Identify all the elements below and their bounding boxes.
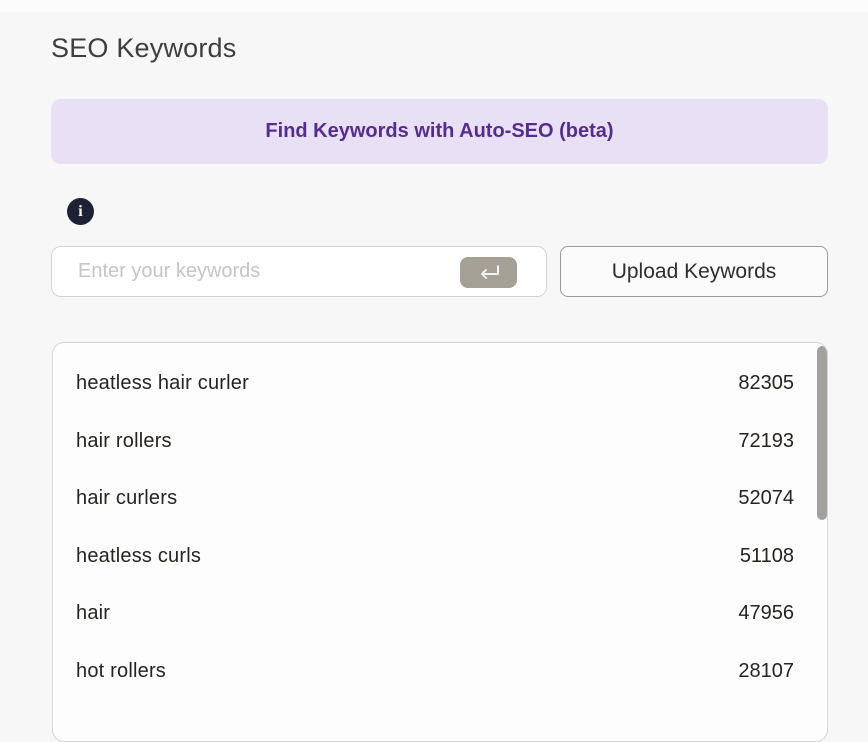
keyword-volume: 51108 bbox=[739, 544, 794, 567]
keyword-term: hair bbox=[76, 602, 111, 625]
info-icon[interactable]: i bbox=[67, 198, 94, 225]
keyword-volume: 28107 bbox=[738, 659, 794, 682]
keyword-volume: 47956 bbox=[738, 602, 794, 625]
keyword-volume: 72193 bbox=[738, 429, 794, 452]
keyword-row[interactable]: heatless curls 51108 bbox=[53, 528, 827, 586]
top-band bbox=[0, 0, 868, 12]
keyword-term: heatless hair curler bbox=[76, 372, 249, 395]
upload-keywords-button[interactable]: Upload Keywords bbox=[560, 246, 828, 297]
keyword-term: hair rollers bbox=[76, 429, 172, 452]
info-icon-glyph: i bbox=[78, 202, 83, 220]
keyword-row[interactable]: hair 47956 bbox=[53, 585, 827, 643]
keyword-term: hair curlers bbox=[76, 487, 178, 510]
keyword-row[interactable]: heatless hair curler 82305 bbox=[53, 355, 827, 413]
keyword-row[interactable]: hair rollers 72193 bbox=[53, 413, 827, 471]
page-title: SEO Keywords bbox=[51, 33, 237, 63]
list-scrollbar[interactable] bbox=[817, 346, 827, 520]
keyword-list: heatless hair curler 82305 hair rollers … bbox=[52, 342, 828, 742]
keyword-input-wrap bbox=[51, 246, 547, 297]
auto-seo-banner-button[interactable]: Find Keywords with Auto-SEO (beta) bbox=[51, 99, 828, 164]
keyword-term: hot rollers bbox=[76, 659, 167, 682]
keyword-volume: 52074 bbox=[738, 487, 794, 510]
submit-keyword-button[interactable] bbox=[460, 257, 517, 288]
enter-key-icon bbox=[480, 265, 499, 279]
keyword-term: heatless curls bbox=[76, 544, 202, 567]
keyword-row[interactable]: hair curlers 52074 bbox=[53, 470, 827, 528]
keyword-row[interactable]: hot rollers 28107 bbox=[53, 643, 827, 701]
auto-seo-banner-label: Find Keywords with Auto-SEO (beta) bbox=[265, 120, 614, 142]
keyword-volume: 82305 bbox=[738, 372, 794, 395]
keyword-input-row: Upload Keywords bbox=[51, 246, 828, 297]
